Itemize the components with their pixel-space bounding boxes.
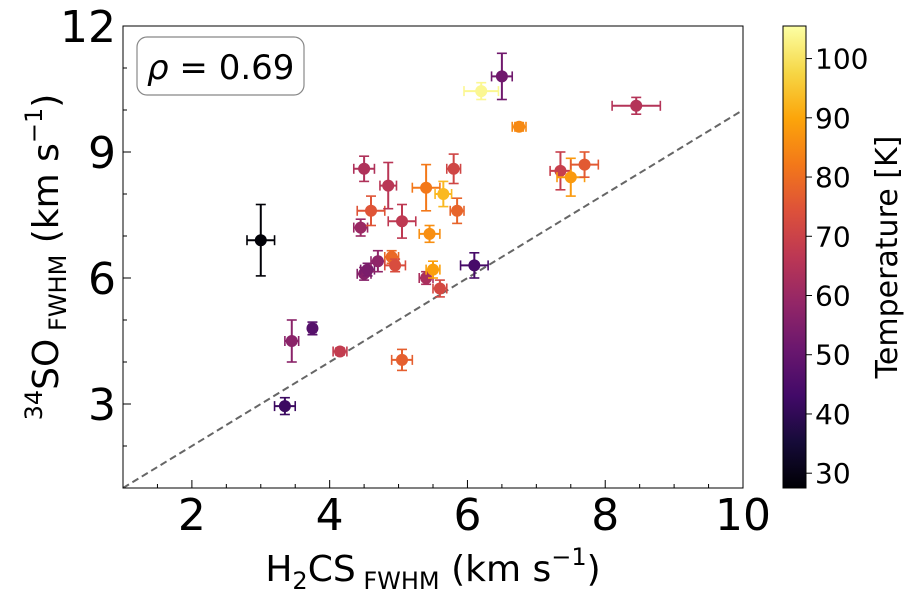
point-marker [468,259,481,272]
point-marker [396,353,408,366]
x-axis-title: H2CS FWHM (km s−1) [265,543,600,595]
point-marker [358,162,371,175]
colorbar-tick-label: 50 [815,339,851,372]
data-point [383,258,407,273]
point-marker [371,255,384,268]
data-point [432,279,448,298]
point-marker [564,171,577,184]
plot-area: 2 4 6 8 10 3 6 9 12 [60,2,771,541]
point-marker [437,188,450,200]
point-marker [447,162,460,175]
data-point [425,260,441,279]
y-tick-label: 6 [88,254,116,305]
reference-line [123,109,743,488]
x-tick-label: 8 [591,490,619,541]
data-point [490,52,514,101]
x-tick-label: 10 [715,490,771,541]
data-point [463,81,500,101]
annotation-box [136,36,305,96]
y-axis: 3 6 9 12 [60,2,131,489]
point-marker [423,227,436,240]
point-marker [578,158,591,171]
data-point [387,203,417,239]
point-marker [389,259,402,272]
data-point [306,321,319,336]
data-point [273,396,297,416]
rho-equals: = [169,48,219,88]
x-tick-label: 6 [453,490,481,541]
rho-value: 0.69 [219,48,295,88]
point-marker [365,204,377,217]
colorbar-label: Temperature [K] [870,136,905,380]
correlation-annotation: ρ = 0.69 [136,36,305,96]
colorbar-tick-label: 70 [815,220,851,253]
point-marker [334,345,346,358]
colorbar: 30 40 50 60 70 80 90 100 Temperature [K] [782,25,905,490]
colorbar-tick-label: 60 [815,280,851,313]
data-point [332,345,348,358]
x-axis: 2 4 6 8 10 [122,480,771,541]
y-tick-label: 3 [88,380,116,431]
y-tick-label: 12 [60,2,116,53]
point-marker [285,335,298,347]
colorbar-gradient [782,25,807,489]
svg-text:ρ = 0.69: ρ = 0.69 [147,48,294,88]
y-axis-title: 34SO FWHM (km s−1) [20,94,72,421]
point-marker [382,179,395,192]
point-marker [306,322,319,335]
y-tick-label: 9 [88,128,116,179]
x-tick-label: 4 [316,490,344,541]
colorbar-tick-label: 90 [815,102,851,135]
colorbar-tick-label: 100 [815,43,868,76]
data-point [356,195,386,227]
point-marker [354,221,367,234]
point-marker [278,400,291,413]
point-marker [254,234,267,247]
point-marker [451,204,464,217]
point-marker [396,215,408,228]
point-marker [361,263,374,276]
data-point [445,153,462,185]
point-marker [475,85,488,98]
data-point [418,224,441,244]
point-marker [427,263,439,276]
data-point [434,180,453,208]
point-marker [433,282,446,295]
rho-symbol: ρ [147,48,169,88]
data-point [449,197,465,225]
data-point [352,155,376,183]
colorbar-tick-label: 40 [815,398,851,431]
colorbar-tick-label: 80 [815,161,851,194]
data-point [459,252,489,279]
point-marker [513,120,526,133]
data-point [284,319,300,363]
data-point [569,151,600,178]
point-marker [420,272,433,284]
point-marker [495,70,508,83]
point-marker [420,181,433,194]
data-point [411,163,441,212]
x-tick-label: 2 [178,490,206,541]
data-point [352,218,369,237]
data-point [246,203,276,277]
data-point [390,348,414,372]
data-point [511,120,527,133]
colorbar-tick-label: 30 [815,457,851,490]
data-point [611,96,662,115]
point-marker [630,99,643,112]
data-point [379,161,398,210]
